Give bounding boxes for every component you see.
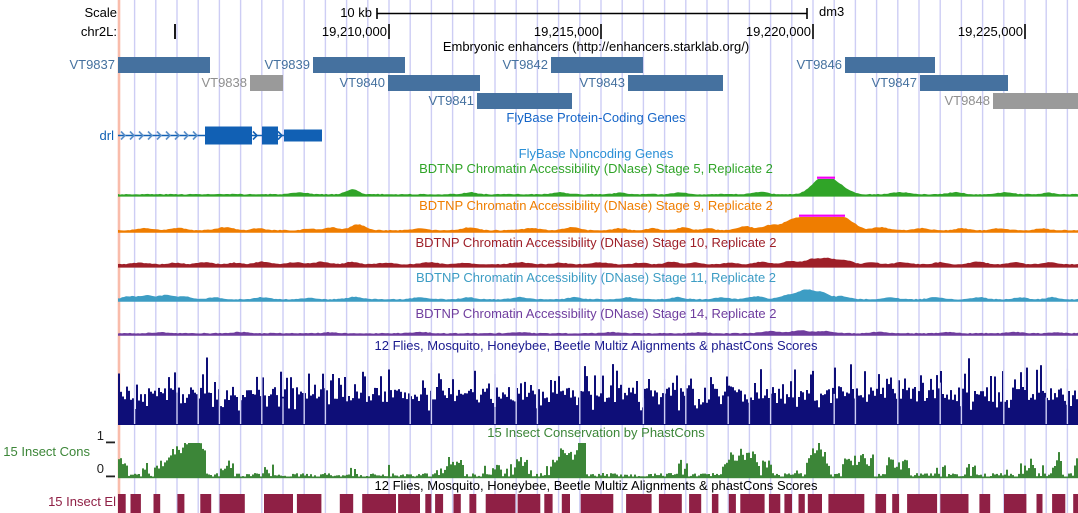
conservation-axis-max: 1 [96,428,104,443]
enhancer-box-vt9843[interactable] [628,75,723,91]
insect-elements-track[interactable] [118,494,1078,513]
coordinate-label: 19,215,000 [533,24,599,39]
multiz-alignment-track[interactable] [118,357,1078,426]
track-title-embryonic-enhancers: Embryonic enhancers (http://enhancers.st… [442,39,750,54]
enhancer-box-vt9846[interactable] [845,57,935,73]
coordinate-label: 19,225,000 [957,24,1023,39]
gene-drl[interactable] [118,126,322,145]
gene-label-drl: drl [99,128,114,143]
dnase-signal-3[interactable] [118,257,1078,268]
dnase-signal-5[interactable] [118,330,1078,336]
assembly-label: dm3 [819,4,845,19]
grid-lines [133,0,1069,513]
track-title-conservation: 15 Insect Conservation by PhastCons [487,425,705,440]
enhancer-box-vt9838[interactable] [250,75,283,91]
enhancer-label-vt9837: VT9837 [69,57,115,72]
enhancer-label-vt9839: VT9839 [264,57,310,72]
enhancer-label-vt9841: VT9841 [428,93,474,108]
enhancer-label-vt9847: VT9847 [871,75,917,90]
chromosome-label: chr2L: [80,24,117,39]
scale-row-label: Scale [84,5,117,20]
conservation-track[interactable] [106,441,1078,479]
track-title-flybase-protein-coding: FlyBase Protein-Coding Genes [506,110,686,125]
enhancer-box-vt9848[interactable] [993,93,1078,109]
insect-elements-left-label: 15 Insect El [48,494,116,509]
track-title-flybase-noncoding: FlyBase Noncoding Genes [518,146,674,161]
enhancer-label-vt9842: VT9842 [502,57,548,72]
ruler-ticks [174,24,1026,39]
scale-bar-label: 10 kb [340,5,372,20]
enhancer-label-vt9838: VT9838 [201,75,247,90]
coordinate-label: 19,220,000 [745,24,811,39]
enhancer-box-vt9837[interactable] [118,57,210,73]
track-title-dnase-stage9: BDTNP Chromatin Accessibility (DNase) St… [419,198,773,213]
enhancer-label-vt9840: VT9840 [339,75,385,90]
enhancer-box-vt9847[interactable] [920,75,1008,91]
enhancer-box-vt9841[interactable] [477,93,572,109]
enhancer-label-vt9843: VT9843 [579,75,625,90]
track-title-dnase-stage14: BDTNP Chromatin Accessibility (DNase) St… [415,306,777,321]
track-title-dnase-stage5: BDTNP Chromatin Accessibility (DNase) St… [419,161,773,176]
dnase-signal-2[interactable] [118,214,1078,233]
enhancer-label-vt9848: VT9848 [944,93,990,108]
enhancer-label-vt9846: VT9846 [796,57,842,72]
enhancer-box-vt9840[interactable] [388,75,480,91]
dnase-signal-1[interactable] [118,176,1078,197]
dnase-signal-4[interactable] [118,289,1078,302]
coordinate-label: 19,210,000 [321,24,387,39]
enhancer-box-vt9842[interactable] [551,57,643,73]
track-title-dnase-stage10: BDTNP Chromatin Accessibility (DNase) St… [415,235,777,250]
enhancer-box-vt9839[interactable] [313,57,405,73]
conservation-axis-min: 0 [96,461,104,476]
track-title-multiz-2: 12 Flies, Mosquito, Honeybee, Beetle Mul… [374,478,818,493]
track-title-dnase-stage11: BDTNP Chromatin Accessibility (DNase) St… [415,270,777,285]
track-title-multiz: 12 Flies, Mosquito, Honeybee, Beetle Mul… [374,338,818,353]
scale-bar [376,8,808,19]
conservation-left-label: 15 Insect Cons [3,444,90,459]
